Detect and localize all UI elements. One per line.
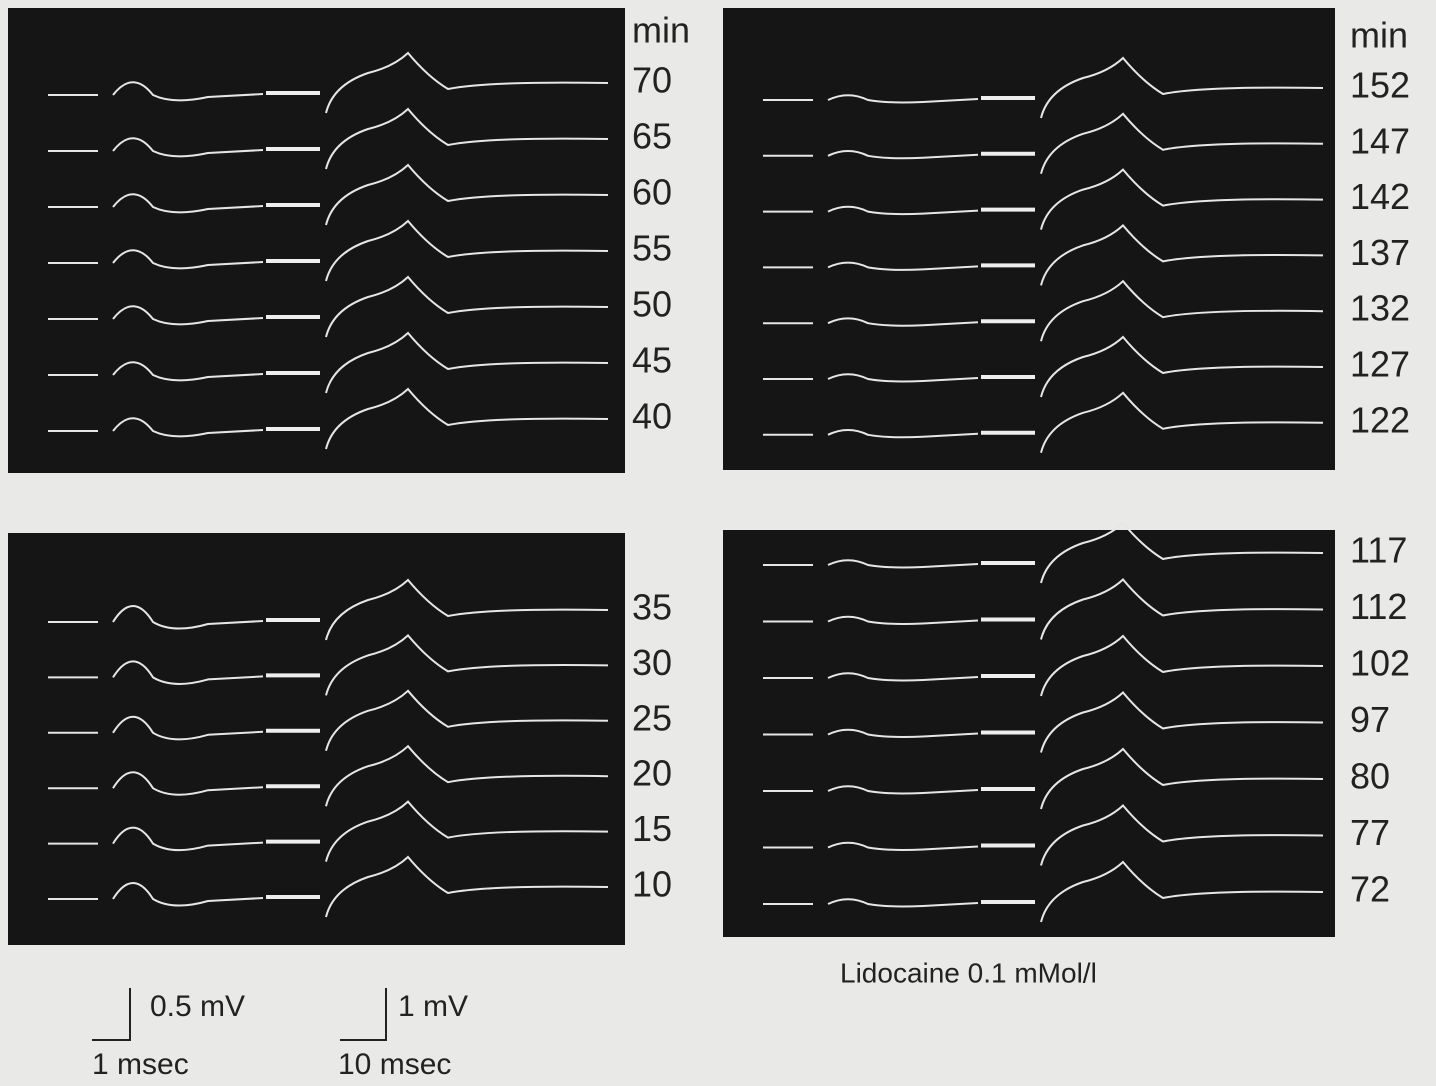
panel xyxy=(8,533,625,945)
time-label: 122 xyxy=(1350,399,1410,440)
time-label: 112 xyxy=(1350,586,1407,627)
time-label: 30 xyxy=(632,642,672,683)
unit-label: min xyxy=(1350,15,1408,56)
time-label: 40 xyxy=(632,396,672,437)
scale-amplitude: 0.5 mV xyxy=(150,990,245,1023)
scale-bar xyxy=(340,988,386,1040)
time-label: 77 xyxy=(1350,812,1390,853)
panel xyxy=(8,8,625,473)
time-label: 72 xyxy=(1350,869,1390,910)
time-label: 15 xyxy=(632,808,672,849)
time-label: 55 xyxy=(632,228,672,269)
time-label: 10 xyxy=(632,864,672,905)
time-label: 147 xyxy=(1350,120,1410,161)
time-label: 60 xyxy=(632,172,672,213)
scale-time: 10 msec xyxy=(338,1048,451,1081)
figure: Lidocaine 0.1 mMol/l 0.5 mV 1 msec 1 mV … xyxy=(0,0,1436,1086)
time-label: 25 xyxy=(632,697,672,738)
time-label: 20 xyxy=(632,753,672,794)
time-label: 152 xyxy=(1350,65,1410,106)
time-label: 117 xyxy=(1350,530,1407,571)
time-label: 35 xyxy=(632,587,672,628)
time-label: 97 xyxy=(1350,699,1390,740)
time-label: 80 xyxy=(1350,756,1390,797)
scale-time: 1 msec xyxy=(92,1048,189,1081)
time-label: 70 xyxy=(632,60,672,101)
time-label: 132 xyxy=(1350,288,1410,329)
time-label: 102 xyxy=(1350,643,1410,684)
time-label: 142 xyxy=(1350,176,1410,217)
panel xyxy=(723,8,1335,470)
caption: Lidocaine 0.1 mMol/l xyxy=(840,957,1097,988)
time-label: 127 xyxy=(1350,344,1410,385)
scale-amplitude: 1 mV xyxy=(398,990,468,1023)
time-label: 50 xyxy=(632,284,672,325)
time-label: 65 xyxy=(632,116,672,157)
time-label: 45 xyxy=(632,340,672,381)
scale-bar xyxy=(92,988,130,1040)
time-label: 137 xyxy=(1350,232,1410,273)
unit-label: min xyxy=(632,10,690,51)
